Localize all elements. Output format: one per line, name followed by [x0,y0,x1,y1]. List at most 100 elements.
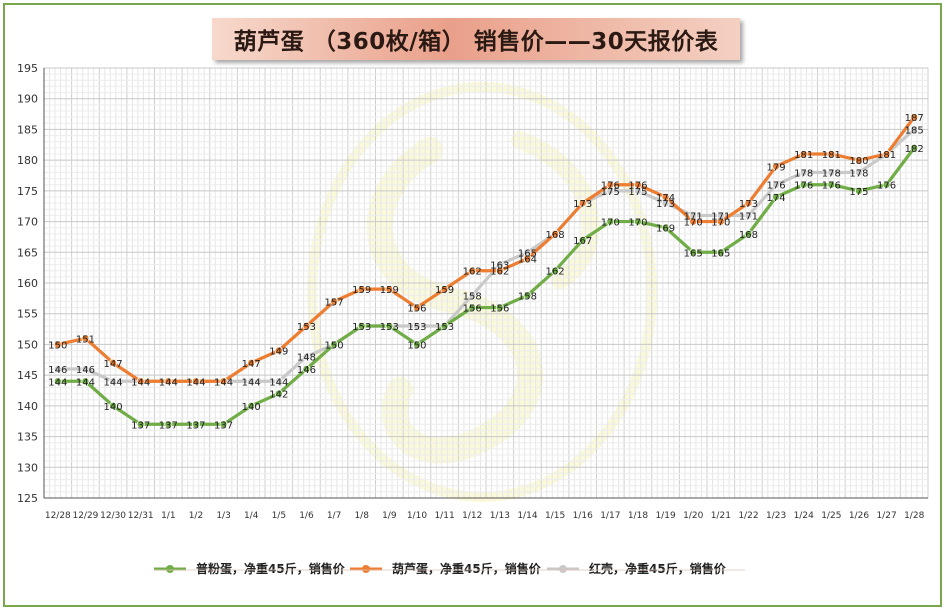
data-point-0 [302,364,311,373]
legend-label: 普粉蛋，净重45斤，销售价 [196,561,346,576]
x-tick-label: 1/11 [434,511,454,521]
data-point-1 [578,199,587,208]
data-label: 150 [407,340,426,351]
x-tick-label: 1/13 [490,511,510,521]
data-point-1 [606,180,615,189]
x-tick-label: 1/7 [327,511,341,521]
y-tick-label: 135 [17,431,38,444]
data-point-1 [744,199,753,208]
data-label: 153 [407,322,426,333]
data-label: 147 [104,359,123,370]
data-label: 170 [711,218,730,229]
data-point-1 [219,377,228,386]
x-tick-label: 1/10 [407,511,427,521]
chart-title-banner: 葫芦蛋 （360枚/箱） 销售价——30天报价表 [212,18,740,60]
legend-swatch-marker [559,565,567,573]
data-point-0 [578,235,587,244]
x-tick-label: 1/18 [628,511,648,521]
legend-label: 红壳，净重45斤，销售价 [589,561,727,576]
data-point-0 [854,186,863,195]
data-point-1 [440,285,449,294]
y-tick-label: 170 [17,216,38,229]
data-point-0 [661,223,670,232]
data-label: 176 [822,181,841,192]
data-point-0 [357,321,366,330]
data-label: 153 [297,322,316,333]
data-point-1 [164,377,173,386]
data-label: 174 [767,193,786,204]
y-tick-label: 125 [17,492,38,505]
y-tick-label: 190 [17,93,38,106]
data-label: 144 [48,377,67,388]
data-point-0 [882,180,891,189]
data-point-1 [882,149,891,158]
data-label: 178 [849,168,868,179]
data-point-0 [109,401,118,410]
x-tick-label: 1/1 [161,511,175,521]
data-label: 142 [269,390,288,401]
data-point-2 [772,180,781,189]
data-label: 170 [601,218,620,229]
x-tick-label: 1/26 [849,511,869,521]
data-point-1 [661,192,670,201]
data-point-1 [81,334,90,343]
data-point-2 [744,211,753,220]
data-point-1 [385,285,394,294]
data-label: 144 [159,377,178,388]
data-label: 153 [352,322,371,333]
x-tick-label: 12/30 [100,511,126,521]
data-label: 174 [656,193,675,204]
data-label: 176 [794,181,813,192]
data-point-0 [385,321,394,330]
data-point-1 [191,377,200,386]
data-label: 150 [48,340,67,351]
x-tick-label: 1/8 [354,511,369,521]
data-label: 181 [822,150,841,161]
data-point-2 [274,377,283,386]
data-label: 181 [877,150,896,161]
data-label: 146 [76,365,95,376]
data-label: 151 [76,334,95,345]
data-label: 137 [159,420,178,431]
data-point-2 [109,377,118,386]
x-tick-label: 12/29 [72,511,98,521]
data-label: 165 [518,248,537,259]
data-label: 140 [104,402,123,413]
data-point-0 [716,248,725,257]
data-point-2 [799,168,808,177]
y-tick-label: 140 [17,400,38,413]
data-label: 179 [767,162,786,173]
data-point-2 [468,291,477,300]
x-tick-label: 1/21 [711,511,731,521]
y-tick-label: 150 [17,338,38,351]
data-label: 170 [628,218,647,229]
data-point-1 [468,266,477,275]
data-label: 175 [601,187,620,198]
data-point-0 [191,420,200,429]
data-label: 187 [905,113,924,124]
data-label: 153 [435,322,454,333]
data-point-0 [412,340,421,349]
data-point-2 [302,352,311,361]
data-point-1 [53,340,62,349]
data-point-1 [772,162,781,171]
data-point-1 [495,266,504,275]
y-tick-label: 165 [17,246,38,259]
data-label: 173 [739,199,758,210]
data-label: 175 [849,187,868,198]
series-line-0 [57,146,916,426]
data-label: 176 [628,181,647,192]
x-tick-label: 1/2 [189,511,203,521]
y-tick-label: 185 [17,123,38,136]
data-label: 144 [214,377,233,388]
data-label: 144 [242,377,261,388]
data-point-0 [81,377,90,386]
x-tick-label: 1/27 [876,511,896,521]
data-label: 167 [573,236,592,247]
x-tick-label: 1/12 [462,511,482,521]
data-label: 144 [76,377,95,388]
data-label: 146 [48,365,67,376]
data-point-1 [689,217,698,226]
data-label: 165 [711,248,730,259]
y-tick-label: 175 [17,185,38,198]
